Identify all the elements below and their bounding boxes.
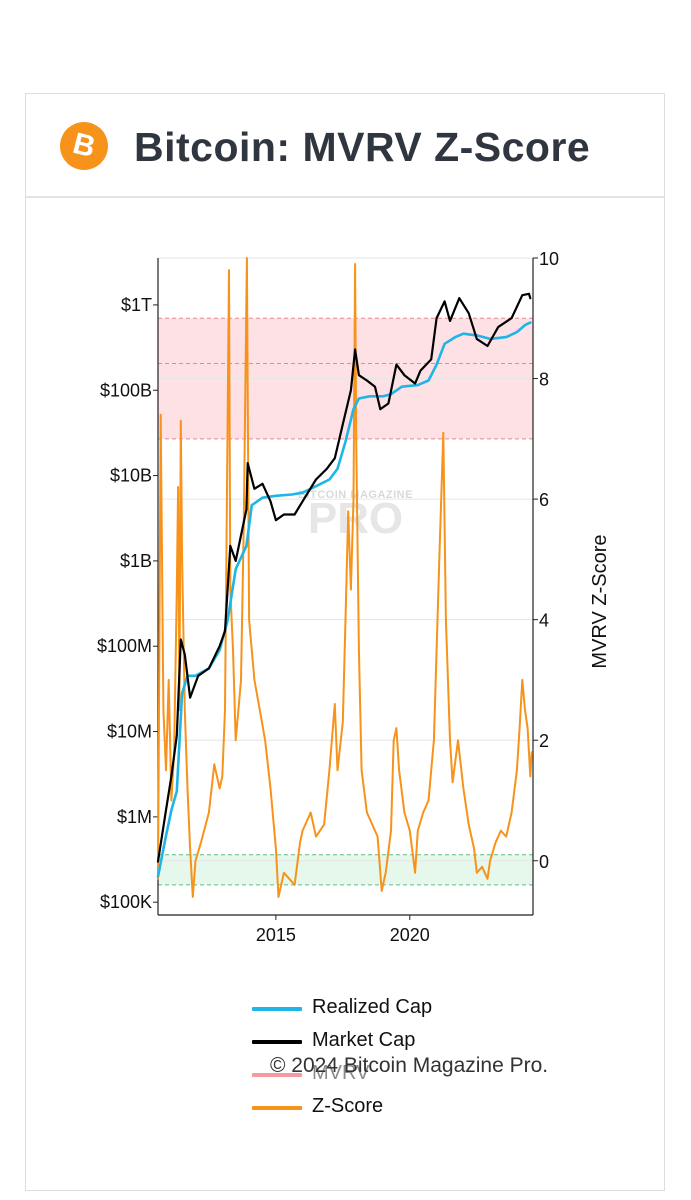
legend-label: Market Cap [312, 1029, 416, 1051]
right-tick-label: 0 [539, 852, 549, 872]
right-tick-label: 4 [539, 611, 549, 631]
right-tick-label: 10 [539, 249, 559, 269]
legend-swatch-market-cap [252, 1040, 302, 1044]
watermark-bottom: PRO [308, 494, 403, 543]
left-tick-label: $100K [100, 892, 152, 912]
page-title: Bitcoin: MVRV Z-Score [134, 124, 591, 170]
legend-label: Realized Cap [312, 996, 433, 1018]
legend-item-mvrv[interactable]: MVRV [252, 1060, 512, 1093]
right-tick-label: 6 [539, 490, 549, 510]
band-undervalued [158, 854, 533, 885]
watermark-top: BITCOIN MAGAZINE [298, 489, 413, 501]
left-tick-label: $10M [107, 722, 152, 742]
legend-item-market-cap[interactable]: Market Cap [252, 1027, 512, 1060]
copyright-text: © 2024 Bitcoin Magazine Pro. [270, 1054, 549, 1077]
bitcoin-logo-icon: B [60, 122, 108, 170]
legend-label: MVRV [312, 1062, 370, 1084]
legend-swatch-z-score [252, 1106, 302, 1110]
left-tick-label: $10B [110, 466, 152, 486]
legend-item-realized-cap[interactable]: Realized Cap [252, 994, 512, 1027]
left-tick-label: $100M [97, 636, 152, 656]
left-tick-label: $1M [117, 807, 152, 827]
left-tick-label: $100B [100, 380, 152, 400]
legend-label: Z-Score [312, 1095, 384, 1117]
chart-legend: Realized Cap Market Cap MVRV Z-Score [252, 994, 512, 1126]
legend-swatch-realized-cap [252, 1007, 302, 1011]
series-line-z-score [157, 257, 533, 898]
series-line-market-cap [156, 292, 532, 863]
right-axis-title: MVRV Z-Score [589, 534, 611, 668]
right-tick-label: 8 [539, 370, 549, 390]
x-tick-label: 2020 [390, 925, 430, 945]
legend-swatch-mvrv [252, 1073, 302, 1077]
left-tick-label: $1T [121, 295, 152, 315]
legend-item-z-score[interactable]: Z-Score [252, 1093, 512, 1126]
left-tick-label: $1B [120, 551, 152, 571]
x-tick-label: 2015 [256, 925, 296, 945]
right-tick-label: 2 [539, 731, 549, 751]
chart-header: B Bitcoin: MVRV Z-Score [26, 94, 664, 198]
